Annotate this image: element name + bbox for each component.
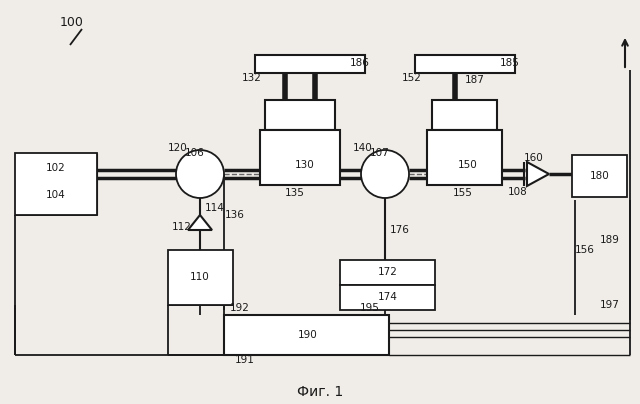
Text: 190: 190 bbox=[298, 330, 318, 340]
Text: 192: 192 bbox=[230, 303, 250, 313]
Text: 191: 191 bbox=[235, 355, 255, 365]
Text: 132: 132 bbox=[242, 73, 262, 83]
Text: 110: 110 bbox=[190, 272, 210, 282]
Text: 189: 189 bbox=[600, 235, 620, 245]
Text: 186: 186 bbox=[350, 58, 370, 68]
Text: 108: 108 bbox=[508, 187, 528, 197]
Text: 107: 107 bbox=[370, 148, 390, 158]
Text: 102: 102 bbox=[46, 163, 66, 173]
Text: 130: 130 bbox=[295, 160, 315, 170]
Bar bbox=[265, 100, 335, 130]
Text: 197: 197 bbox=[600, 300, 620, 310]
Text: 106: 106 bbox=[185, 148, 205, 158]
Text: Фиг. 1: Фиг. 1 bbox=[297, 385, 343, 399]
Text: 187: 187 bbox=[465, 75, 485, 85]
Polygon shape bbox=[527, 162, 549, 186]
Bar bbox=[260, 130, 340, 185]
Text: 120: 120 bbox=[168, 143, 188, 153]
Bar bbox=[255, 55, 365, 73]
Text: 114: 114 bbox=[205, 203, 225, 213]
Text: 174: 174 bbox=[378, 292, 398, 302]
Bar bbox=[432, 100, 497, 130]
Bar bbox=[15, 153, 97, 215]
Text: 156: 156 bbox=[575, 245, 595, 255]
Circle shape bbox=[361, 150, 409, 198]
Bar bbox=[224, 315, 389, 355]
Bar bbox=[572, 155, 627, 197]
Text: 136: 136 bbox=[225, 210, 245, 220]
Text: 185: 185 bbox=[500, 58, 520, 68]
Text: 112: 112 bbox=[172, 222, 192, 232]
Bar bbox=[340, 260, 435, 285]
Text: 140: 140 bbox=[353, 143, 373, 153]
Text: 150: 150 bbox=[458, 160, 478, 170]
Text: 172: 172 bbox=[378, 267, 398, 277]
Text: 135: 135 bbox=[285, 188, 305, 198]
Bar bbox=[427, 130, 502, 185]
Text: 160: 160 bbox=[524, 153, 544, 163]
Text: 180: 180 bbox=[590, 171, 610, 181]
Polygon shape bbox=[188, 215, 212, 230]
Text: 155: 155 bbox=[453, 188, 473, 198]
Text: 100: 100 bbox=[60, 15, 84, 29]
Bar bbox=[340, 285, 435, 310]
Bar bbox=[415, 55, 515, 73]
Text: 176: 176 bbox=[390, 225, 410, 235]
Text: 104: 104 bbox=[46, 190, 66, 200]
Circle shape bbox=[176, 150, 224, 198]
Text: 152: 152 bbox=[402, 73, 422, 83]
Bar bbox=[168, 250, 233, 305]
Text: 195: 195 bbox=[360, 303, 380, 313]
